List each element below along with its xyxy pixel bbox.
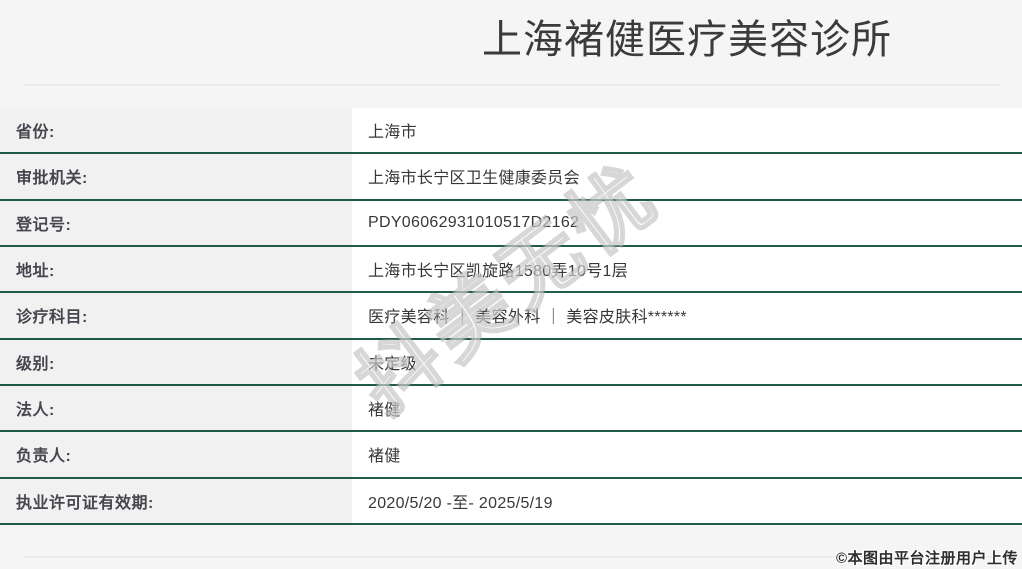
row-value: 2020/5/20 -至- 2025/5/19 [352,478,1022,523]
row-value: 上海市 [352,108,1022,153]
row-value: PDY06062931010517D2162 [352,200,1022,245]
page-header: 上海褚健医疗美容诊所 [0,0,1022,84]
page-title: 上海褚健医疗美容诊所 [482,18,892,62]
row-label: 地址: [0,246,352,292]
table-row: 级别: 未定级 [0,339,1022,386]
license-info-table: 省份: 上海市 审批机关: 上海市长宁区卫生健康委员会 登记号: PDY0606… [0,108,1022,525]
row-label: 法人: [0,385,352,431]
table-row: 法人: 褚健 [0,385,1022,433]
table-row: 省份: 上海市 [0,108,1022,155]
row-value: 上海市长宁区卫生健康委员会 [352,154,1022,199]
row-label: 执业许可证有效期: [0,478,352,523]
row-value: 褚健 [352,432,1022,477]
table-row: 执业许可证有效期: 2020/5/20 -至- 2025/5/19 [0,478,1022,525]
row-value: 褚健 [352,385,1022,431]
row-label: 负责人: [0,432,352,477]
row-value: 医疗美容科 ｜ 美容外科 ｜ 美容皮肤科****** [352,293,1022,338]
table-row: 地址: 上海市长宁区凯旋路1580弄10号1层 [0,246,1022,294]
footer-divider [23,556,1000,558]
table-row: 负责人: 褚健 [0,432,1022,479]
table-row: 审批机关: 上海市长宁区卫生健康委员会 [0,154,1022,201]
table-row: 登记号: PDY06062931010517D2162 [0,200,1022,247]
row-label: 省份: [0,108,352,153]
table-row: 诊疗科目: 医疗美容科 ｜ 美容外科 ｜ 美容皮肤科****** [0,293,1022,340]
row-value: 未定级 [352,339,1022,384]
row-label: 审批机关: [0,154,352,199]
row-label: 登记号: [0,200,352,245]
copyright-note: ©本图由平台注册用户上传 [835,550,1018,567]
row-label: 诊疗科目: [0,293,352,338]
row-label: 级别: [0,339,352,384]
row-value: 上海市长宁区凯旋路1580弄10号1层 [352,246,1022,292]
header-divider [23,84,1000,86]
